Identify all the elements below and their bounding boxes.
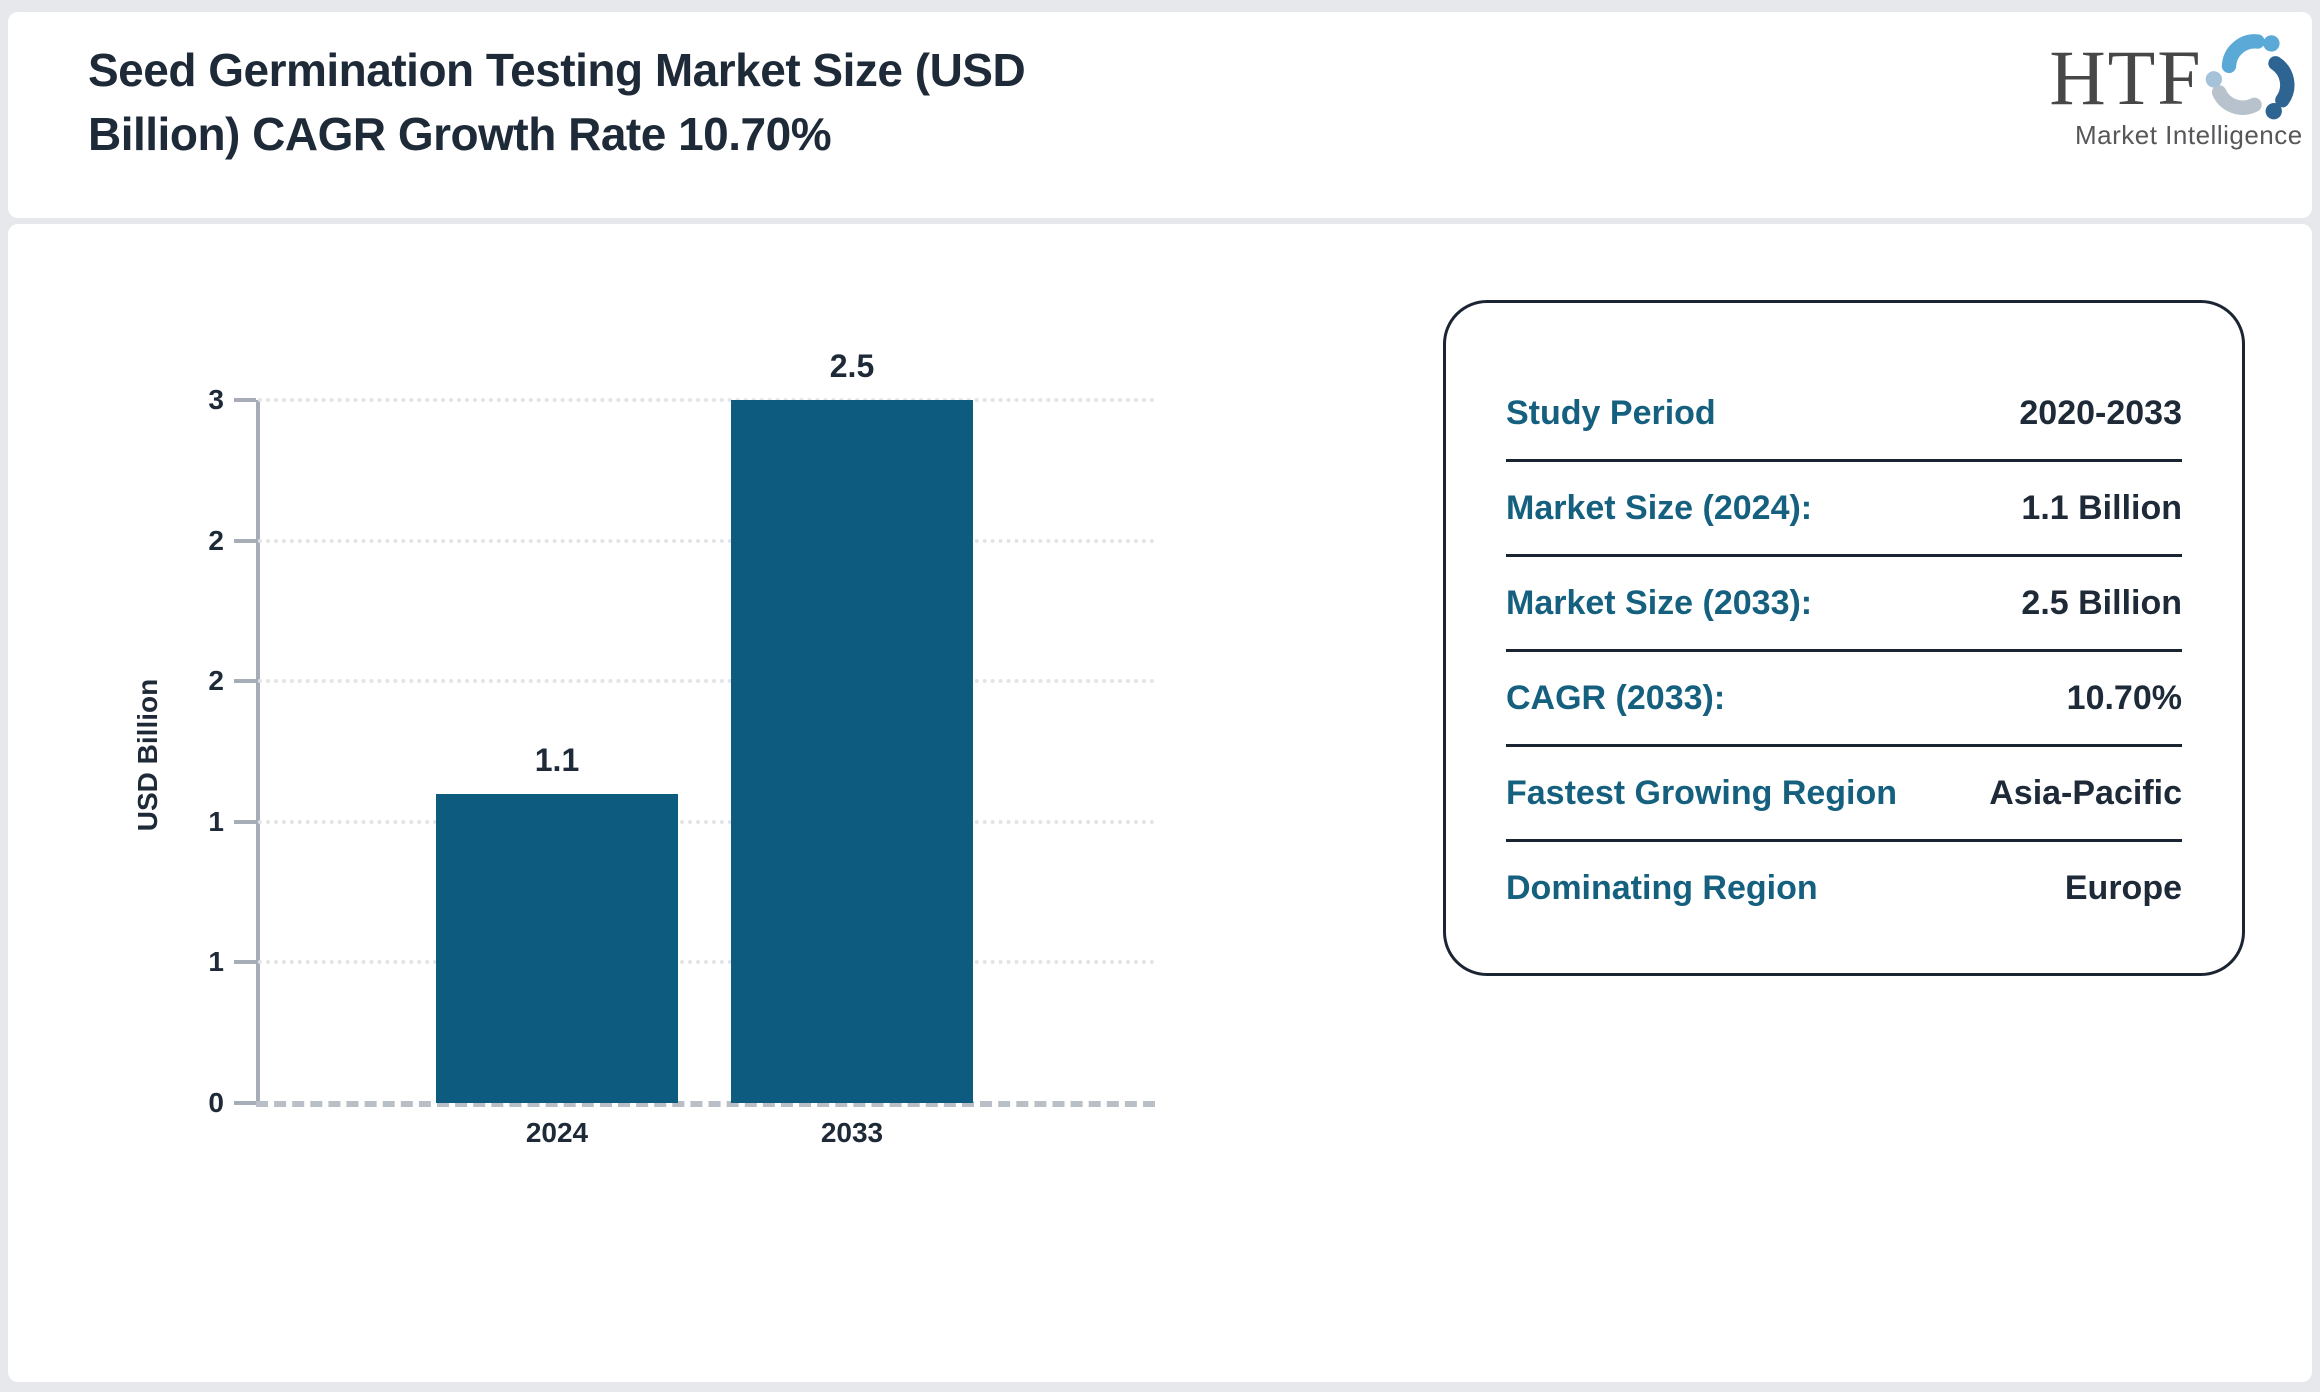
bar-2024 xyxy=(436,794,678,1103)
y-tick-label: 1 xyxy=(208,805,224,837)
gridline xyxy=(258,960,1155,965)
logo-subtitle: Market Intelligence xyxy=(2075,120,2303,150)
info-row: Fastest Growing Region Asia-Pacific xyxy=(1506,747,2182,842)
bar-2033 xyxy=(731,400,973,1103)
y-tick-label: 2 xyxy=(208,665,224,697)
info-row-label: Dominating Region xyxy=(1506,869,1818,907)
y-tick-mark xyxy=(234,819,256,824)
y-tick-label: 2 xyxy=(208,524,224,556)
y-axis-line xyxy=(256,400,260,1105)
bar-chart: USD Billion 0 1 1 2 2 3 1.1 2024 2.5 2033 xyxy=(8,224,1258,1184)
title-line-1: Seed Germination Testing Market Size (US… xyxy=(88,44,1026,96)
info-row-value: 2.5 Billion xyxy=(2021,584,2182,622)
swirl-figure-light-blue xyxy=(2221,34,2265,74)
y-tick-label: 0 xyxy=(208,1087,224,1118)
y-tick-mark xyxy=(234,960,256,965)
logo-row: HTF xyxy=(2049,30,2295,126)
swirl-head-gray xyxy=(2205,71,2222,88)
swirl-head-light-blue xyxy=(2262,35,2280,52)
y-tick-label: 1 xyxy=(208,946,224,978)
info-row: Market Size (2033): 2.5 Billion xyxy=(1506,557,2182,652)
info-row: Study Period 2020-2033 xyxy=(1506,367,2182,462)
info-row: CAGR (2033): 10.70% xyxy=(1506,652,2182,747)
y-tick-mark xyxy=(234,538,256,543)
htf-logo: HTF xyxy=(2049,30,2303,151)
info-row-value: 1.1 Billion xyxy=(2021,489,2182,527)
title-line-2: Billion) CAGR Growth Rate 10.70% xyxy=(88,108,832,160)
gridline xyxy=(258,538,1155,543)
info-row-label: Market Size (2024): xyxy=(1506,489,1813,527)
gridline xyxy=(258,819,1155,824)
logo-wordmark: HTF xyxy=(2049,34,2203,121)
x-axis-line xyxy=(256,1101,1155,1107)
y-tick-label: 3 xyxy=(208,384,224,415)
htf-swirl-icon xyxy=(2205,34,2295,120)
info-row-value: Asia-Pacific xyxy=(1989,774,2182,812)
y-tick-mark xyxy=(234,679,256,684)
info-row-value: Europe xyxy=(2064,869,2182,907)
bar-value-label: 2.5 xyxy=(829,348,875,384)
info-row: Market Size (2024): 1.1 Billion xyxy=(1506,462,2182,557)
y-axis-title: USD Billion xyxy=(132,678,163,832)
y-tick-mark xyxy=(234,398,256,402)
bar-value-label: 1.1 xyxy=(534,742,580,778)
info-row-label: CAGR (2033): xyxy=(1506,679,1726,717)
page-title: Seed Germination Testing Market Size (US… xyxy=(88,38,1388,166)
x-tick-label: 2033 xyxy=(820,1117,884,1148)
info-row-label: Study Period xyxy=(1506,394,1716,432)
info-row-value: 2020-2033 xyxy=(2019,394,2182,432)
gridline xyxy=(258,679,1155,684)
swirl-head-dark-blue xyxy=(2265,103,2282,120)
info-row-label: Fastest Growing Region xyxy=(1506,774,1898,812)
x-tick-label: 2024 xyxy=(525,1117,589,1148)
info-panel: Study Period 2020-2033 Market Size (2024):… xyxy=(1443,300,2245,976)
swirl-figure-gray xyxy=(2211,85,2262,115)
info-panel-body: Study Period 2020-2033 Market Size (2024):… xyxy=(1446,303,2242,934)
info-row-label: Market Size (2033): xyxy=(1506,584,1813,622)
main-panel: USD Billion 0 1 1 2 2 3 1.1 2024 2.5 2033 Study P… xyxy=(8,224,2312,1382)
header: Seed Germination Testing Market Size (US… xyxy=(8,12,2312,218)
gridline xyxy=(258,398,1155,402)
info-row-value: 10.70% xyxy=(2066,679,2182,717)
info-row: Dominating Region Europe xyxy=(1506,842,2182,934)
y-tick-mark xyxy=(234,1101,256,1105)
swirl-figure-dark-blue xyxy=(2268,56,2295,108)
